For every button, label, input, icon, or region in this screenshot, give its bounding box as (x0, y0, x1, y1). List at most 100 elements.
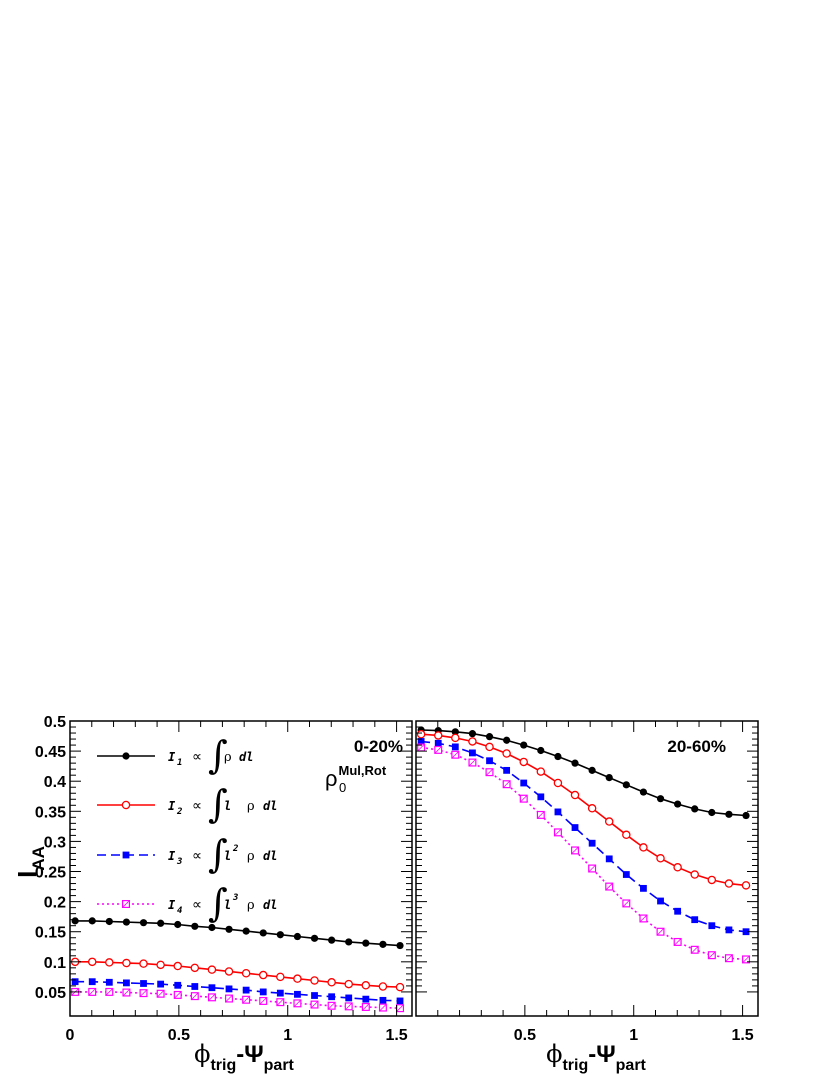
left-series-i4-point-cross (208, 993, 216, 1002)
left-series-i3-point (396, 997, 404, 1005)
left-series-i2-point (258, 970, 268, 980)
right-xlabel-psi-sub: part (616, 1057, 647, 1074)
left-series-i2-point (105, 958, 114, 967)
left-series-i1-point (259, 929, 267, 937)
right-series-i4-point-cross (520, 794, 528, 803)
legend-dl-i4: dl (263, 898, 277, 912)
legend-swatch-marker-i3 (122, 851, 130, 859)
right-series-i2-point (690, 870, 699, 879)
left-xlabel-minus: -Ψ (236, 1041, 263, 1068)
right-series-i4 (417, 743, 751, 964)
right-series-i4-point-cross (468, 758, 477, 767)
right-series-i2-point (656, 854, 665, 863)
left-x-tick-label: 1 (283, 1027, 292, 1044)
left-series-i4-point-cross (88, 988, 96, 996)
left-series-i1-point (396, 941, 404, 950)
legend-dl-i3: dl (263, 849, 277, 863)
left-series-i3 (71, 978, 404, 1005)
left-series-i2-point (344, 979, 353, 989)
left-x-tick-label: 0.5 (168, 1027, 190, 1044)
left-series-i3-point (157, 980, 165, 988)
left-series-i2-point (173, 961, 182, 971)
right-series-i3-point (537, 793, 545, 801)
model-label-sub: 0 (339, 780, 346, 795)
right-series-i3-point (708, 922, 716, 930)
legend-power-i3: 2 (232, 844, 238, 854)
legend-symbol-i2: I (168, 799, 176, 813)
left-series-i1-point (293, 932, 302, 941)
right-series-i4-point-cross (451, 751, 460, 759)
right-series-i4-point-cross (434, 746, 442, 754)
right-series-i4-point-cross (673, 938, 682, 946)
right-series-i3-point (520, 779, 528, 787)
right-series-i4-point-cross (537, 811, 545, 819)
right-series-i3-point (605, 855, 613, 863)
left-axis-ticks: 0 0.5 1 1.5 0.05 0.1 0.15 0.2 0.25 0.3 0.35 0.4 0.45… (35, 714, 412, 1044)
left-series-i3-point (105, 978, 113, 986)
left-series-i2-point (207, 965, 217, 974)
left-xlabel-psi-sub: part (264, 1057, 295, 1074)
left-series-i3-point (328, 993, 336, 1001)
left-x-axis-label: ϕtrig-Ψpart (194, 1040, 294, 1074)
legend-integral-i4: ∫ (208, 881, 228, 925)
legend-proportional-i3: ∝ (192, 848, 202, 864)
right-x-tick-label: 1.5 (731, 1027, 753, 1044)
y-tick-label: 0.35 (35, 804, 66, 821)
legend-swatch-marker-i2 (121, 800, 131, 810)
right-xlabel-minus: -Ψ (588, 1041, 615, 1068)
left-series-i1-point (157, 919, 165, 927)
left-series-i1 (71, 917, 404, 950)
right-series-i4-point-cross (691, 946, 699, 954)
y-tick-label: 0.3 (44, 834, 66, 851)
left-x-tick-label: 0 (66, 1027, 75, 1044)
legend-entry-i2: I 2 ∝ ∫l ρ dl (97, 782, 277, 826)
right-xlabel-phi-sub: trig (562, 1057, 588, 1074)
right-series-i3-point (622, 871, 630, 878)
right-x-tick-label: 0.5 (514, 1027, 536, 1044)
right-series-i3-point (434, 739, 442, 747)
right-series-i4-point-cross (605, 882, 613, 891)
left-series-i2-point (310, 976, 319, 985)
right-series-i2 (416, 729, 751, 890)
left-series-i2-point (241, 969, 251, 978)
left-series-i4-point-cross (327, 1002, 336, 1010)
right-series-i3-point (742, 928, 750, 936)
left-series-i3-point (174, 981, 182, 989)
legend-l-i2: l (224, 799, 231, 813)
legend-power-i4: 3 (232, 893, 238, 903)
right-series-i4-point-cross (485, 768, 494, 776)
left-series-i3-point (71, 978, 79, 986)
right-series-i1-point (674, 800, 682, 808)
left-series-i4-point-cross (122, 988, 131, 997)
left-series-i1-point (379, 940, 387, 948)
legend-subscript-i1: 1 (177, 758, 182, 768)
right-series-i2-point (724, 879, 734, 888)
right-series-i2-point (622, 830, 631, 840)
left-series-i4-point-cross (139, 989, 148, 997)
right-series-i4-point-cross (708, 951, 716, 959)
left-series-i1-point (105, 917, 113, 926)
legend-l-i4: l (224, 898, 231, 912)
left-series-i3-point (311, 992, 318, 999)
legend-dl-i2: dl (263, 799, 277, 813)
right-series-i2-point (416, 729, 426, 739)
right-series-i3-point (417, 738, 425, 745)
right-series-i4-point-cross (417, 743, 425, 752)
model-label-sup: Mul,Rot (339, 763, 387, 778)
left-series-i4-point-cross (379, 1003, 387, 1012)
left-series-i3-point (191, 983, 199, 990)
right-series-i2-point (502, 749, 511, 758)
y-tick-label: 0.2 (44, 895, 66, 912)
left-series-i2-point (139, 959, 148, 968)
right-series-i3-point (588, 839, 596, 847)
legend-dl-i1: dl (239, 750, 253, 764)
left-xlabel-phi-sub: trig (210, 1057, 236, 1074)
right-series-i1-point (725, 810, 733, 818)
y-axis-label: IAA (12, 846, 48, 878)
left-series-i1-point (345, 938, 353, 946)
legend-entry-i1: I 1 ∝ ∫ρ dl (97, 733, 253, 777)
left-series-i3-point (123, 979, 130, 987)
right-series-i3-point (674, 907, 682, 915)
right-series-i1-point (622, 781, 630, 789)
